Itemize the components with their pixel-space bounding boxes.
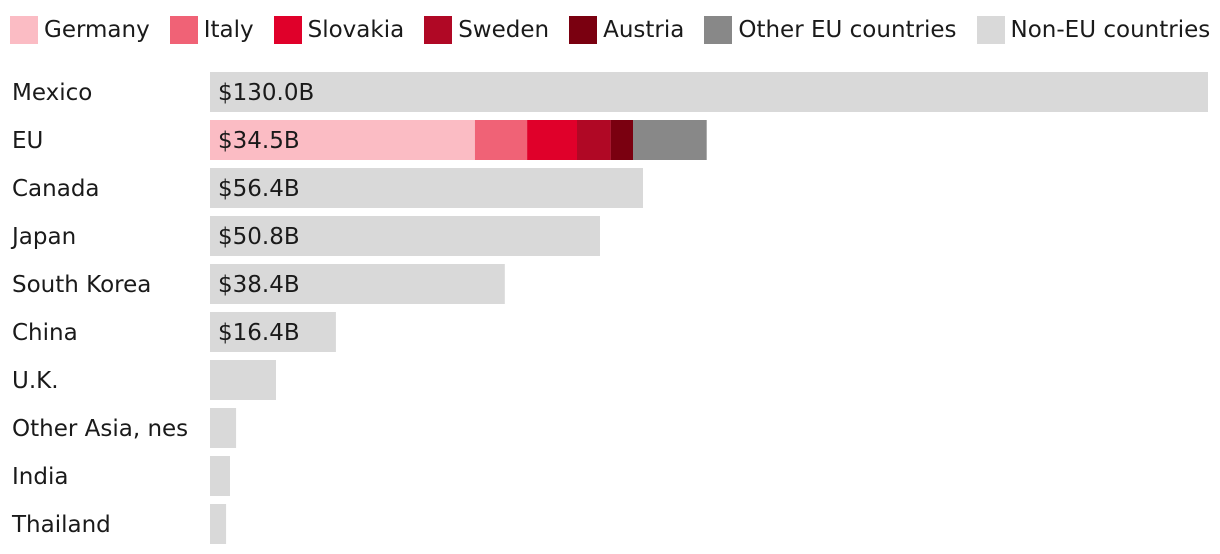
legend-item: Italy <box>169 16 254 44</box>
legend-label: Other EU countries <box>738 17 957 43</box>
legend-label: Slovakia <box>307 17 405 43</box>
legend-item: Germany <box>10 16 150 44</box>
bar-segment <box>210 312 336 352</box>
legend-swatch <box>704 16 733 44</box>
chart-legend: Germany Italy Slovakia Sweden Austria Other E… <box>10 14 1220 46</box>
legend-item: Slovakia <box>273 16 405 44</box>
bar-segment <box>527 120 577 160</box>
category-label: Canada <box>12 176 100 202</box>
category-label: China <box>12 320 78 346</box>
legend-item: Non-EU countries <box>976 16 1211 44</box>
bar-segment <box>210 264 505 304</box>
legend-swatch <box>424 16 453 44</box>
data-label: $50.8B <box>218 224 300 250</box>
data-label: $56.4B <box>218 176 300 202</box>
category-label: Mexico <box>12 80 92 106</box>
category-label: Japan <box>10 224 76 250</box>
legend-swatch <box>569 16 598 44</box>
legend-swatch <box>10 16 38 44</box>
bar-segment <box>210 216 600 256</box>
data-label: $130.0B <box>218 80 314 106</box>
legend-label: Sweden <box>458 17 550 43</box>
legend-label: Italy <box>203 17 254 43</box>
bar-segment <box>610 120 633 160</box>
category-label: EU <box>12 128 43 154</box>
legend-swatch <box>169 16 198 44</box>
bar-segment <box>633 120 707 160</box>
category-label: U.K. <box>12 368 59 394</box>
bar-segment <box>577 120 611 160</box>
category-label: South Korea <box>12 272 151 298</box>
category-label: India <box>12 464 68 490</box>
legend-label: Germany <box>44 17 150 43</box>
legend-swatch <box>976 16 1005 44</box>
bar-segment <box>210 360 276 400</box>
bar-segment <box>210 456 230 496</box>
bar-segment <box>210 504 227 544</box>
bar-segment <box>210 168 643 208</box>
bar-segment <box>474 120 528 160</box>
category-label: Thailand <box>11 512 111 538</box>
legend-label: Austria <box>603 17 685 43</box>
legend-label: Non-EU countries <box>1010 17 1211 43</box>
bar-segment <box>210 72 1208 112</box>
data-label: $16.4B <box>218 320 300 346</box>
category-label: Other Asia, nes <box>12 416 188 442</box>
legend-item: Sweden <box>424 16 549 44</box>
legend-item: Austria <box>569 16 684 44</box>
legend-swatch <box>273 16 302 44</box>
bar-segment <box>210 120 475 160</box>
legend-item: Other EU countries <box>704 16 957 44</box>
data-label: $34.5B <box>218 128 300 154</box>
bar-segment <box>210 408 237 448</box>
data-label: $38.4B <box>218 272 300 298</box>
